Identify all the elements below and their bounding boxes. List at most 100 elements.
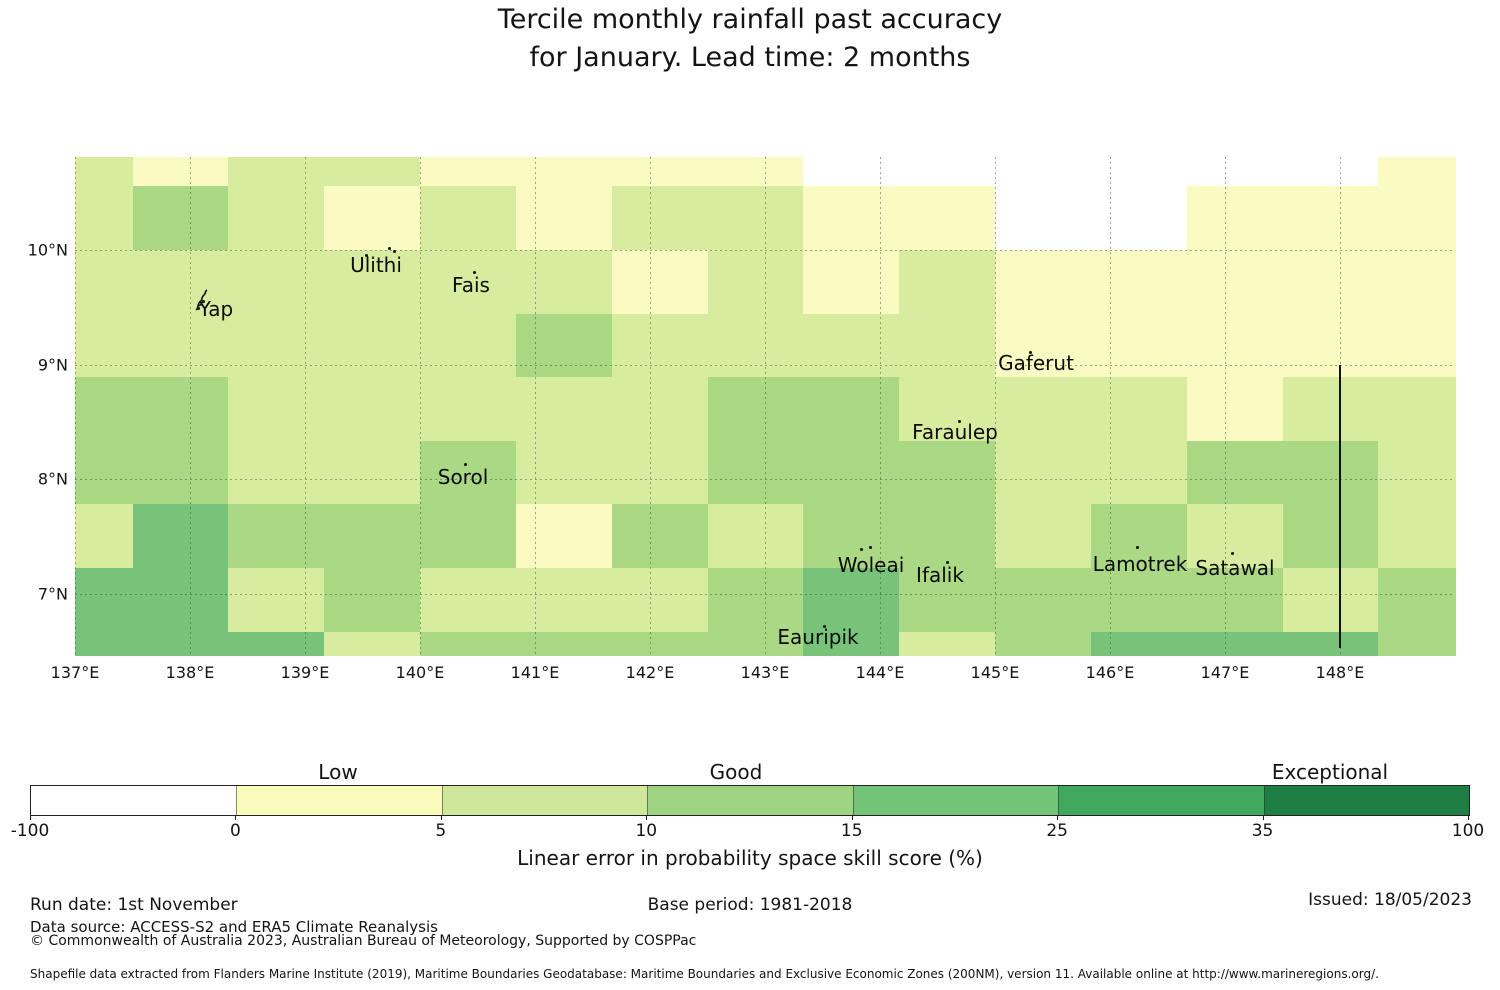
- lon-tick-label: 146°E: [1085, 663, 1135, 682]
- grid-cell: [899, 313, 996, 378]
- colorbar-tickmark: [440, 816, 442, 820]
- graticule-meridian: [305, 157, 306, 655]
- grid-cell: [707, 440, 804, 505]
- grid-cell: [132, 568, 229, 633]
- grid-cell: [611, 377, 709, 442]
- grid-cell: [515, 440, 613, 505]
- island-label-ifalik: Ifalik: [916, 563, 964, 587]
- grid-cell: [75, 250, 134, 315]
- map-plot-area: Ulithi Fais Yap Gaferut Faraulep Sorol Woleai I…: [75, 157, 1456, 656]
- grid-cell: [707, 377, 804, 442]
- island-marker-dot: [1136, 546, 1139, 549]
- lat-tick-label: 10°N: [27, 240, 68, 260]
- colorbar-tickmark: [1262, 816, 1264, 820]
- grid-cell: [324, 313, 421, 378]
- grid-cell: [132, 440, 229, 505]
- grid-cell: [803, 440, 900, 505]
- lon-tick-label: 137°E: [50, 663, 100, 682]
- grid-cell: [1378, 631, 1456, 656]
- grid-cell: [1282, 440, 1379, 505]
- island-label-satawal: Satawal: [1195, 556, 1275, 580]
- grid-cell: [420, 440, 517, 505]
- grid-cell: [324, 377, 421, 442]
- island-marker-dot: [860, 548, 863, 551]
- colorbar-segment: [1058, 786, 1264, 815]
- grid-cell: [75, 631, 134, 656]
- grid-cell: [611, 440, 709, 505]
- island-label-ulithi: Ulithi: [350, 253, 402, 277]
- grid-cell: [1282, 568, 1379, 633]
- grid-cell: [803, 186, 900, 251]
- grid-cell: [228, 631, 325, 656]
- colorbar-tick-label: -100: [10, 821, 50, 841]
- colorbar-tick-label: 15: [840, 821, 863, 841]
- grid-cell: [1378, 313, 1456, 378]
- grid-cell: [995, 568, 1092, 633]
- lon-tick-label: 145°E: [970, 663, 1020, 682]
- grid-cell: [515, 313, 613, 378]
- grid-cell: [1186, 313, 1284, 378]
- lat-tick-label: 7°N: [37, 584, 68, 603]
- graticule-parallel: [75, 593, 1455, 595]
- graticule-meridian: [995, 157, 996, 655]
- grid-cell: [707, 250, 804, 315]
- colorbar-segment: [647, 786, 853, 815]
- colorbar-segment: [441, 786, 648, 815]
- lon-tick-label: 143°E: [740, 663, 790, 682]
- grid-cell: [228, 186, 325, 251]
- grid-cell: [1378, 504, 1456, 569]
- grid-cell: [995, 157, 1092, 187]
- grid-cell: [611, 631, 709, 656]
- grid-cell: [1282, 504, 1379, 569]
- graticule-meridian: [535, 157, 536, 655]
- grid-cell: [132, 377, 229, 442]
- grid-cell: [995, 440, 1092, 505]
- grid-cell: [707, 631, 804, 656]
- run-date-text: Run date: 1st November: [30, 895, 238, 915]
- lon-tick-label: 147°E: [1200, 663, 1250, 682]
- issued-date-text: Issued: 18/05/2023: [1308, 890, 1472, 910]
- grid-cell: [132, 157, 229, 187]
- grid-cell: [899, 250, 996, 315]
- grid-cell: [420, 631, 517, 656]
- colorbar-tickmark: [1057, 816, 1059, 820]
- base-period-text: Base period: 1981-2018: [647, 895, 853, 915]
- grid-cell: [420, 313, 517, 378]
- grid-cell: [75, 504, 134, 569]
- grid-cell: [803, 313, 900, 378]
- grid-cell: [899, 631, 996, 656]
- grid-cell: [1090, 631, 1188, 656]
- grid-cell: [1282, 250, 1379, 315]
- grid-cell: [515, 250, 613, 315]
- figure-title-line2: for January. Lead time: 2 months: [529, 42, 971, 73]
- graticule-parallel: [75, 479, 1455, 480]
- colorbar-segment: [1263, 786, 1469, 815]
- grid-cell: [899, 568, 996, 633]
- lon-tick-label: 142°E: [625, 663, 675, 682]
- grid-cell: [1378, 568, 1456, 633]
- grid-cell: [995, 250, 1092, 315]
- grid-cell: [707, 568, 804, 633]
- grid-cell: [1186, 186, 1284, 251]
- island-marker-dot: [197, 307, 200, 310]
- graticule-meridian: [190, 157, 191, 655]
- grid-cell: [1282, 186, 1379, 251]
- island-label-yap: Yap: [198, 297, 234, 321]
- island-label-woleai: Woleai: [837, 553, 905, 577]
- grid-cell: [1090, 250, 1188, 315]
- lon-tick-label: 139°E: [280, 663, 330, 682]
- grid-cell: [1282, 157, 1379, 187]
- grid-cell: [420, 377, 517, 442]
- grid-cell: [420, 568, 517, 633]
- island-label-eauripik: Eauripik: [777, 625, 859, 649]
- colorbar-class-label-exceptional: Exceptional: [1271, 760, 1389, 784]
- grid-cell: [324, 631, 421, 656]
- data-source-text: Data source: ACCESS-S2 and ERA5 Climate …: [30, 918, 438, 936]
- grid-cell: [803, 157, 900, 187]
- grid-cell: [1090, 440, 1188, 505]
- lat-tick-label: 8°N: [37, 469, 68, 489]
- colorbar-tickmark: [235, 816, 237, 820]
- island-label-gaferut: Gaferut: [998, 351, 1074, 375]
- graticule-meridian: [420, 157, 421, 655]
- grid-cell: [132, 313, 229, 378]
